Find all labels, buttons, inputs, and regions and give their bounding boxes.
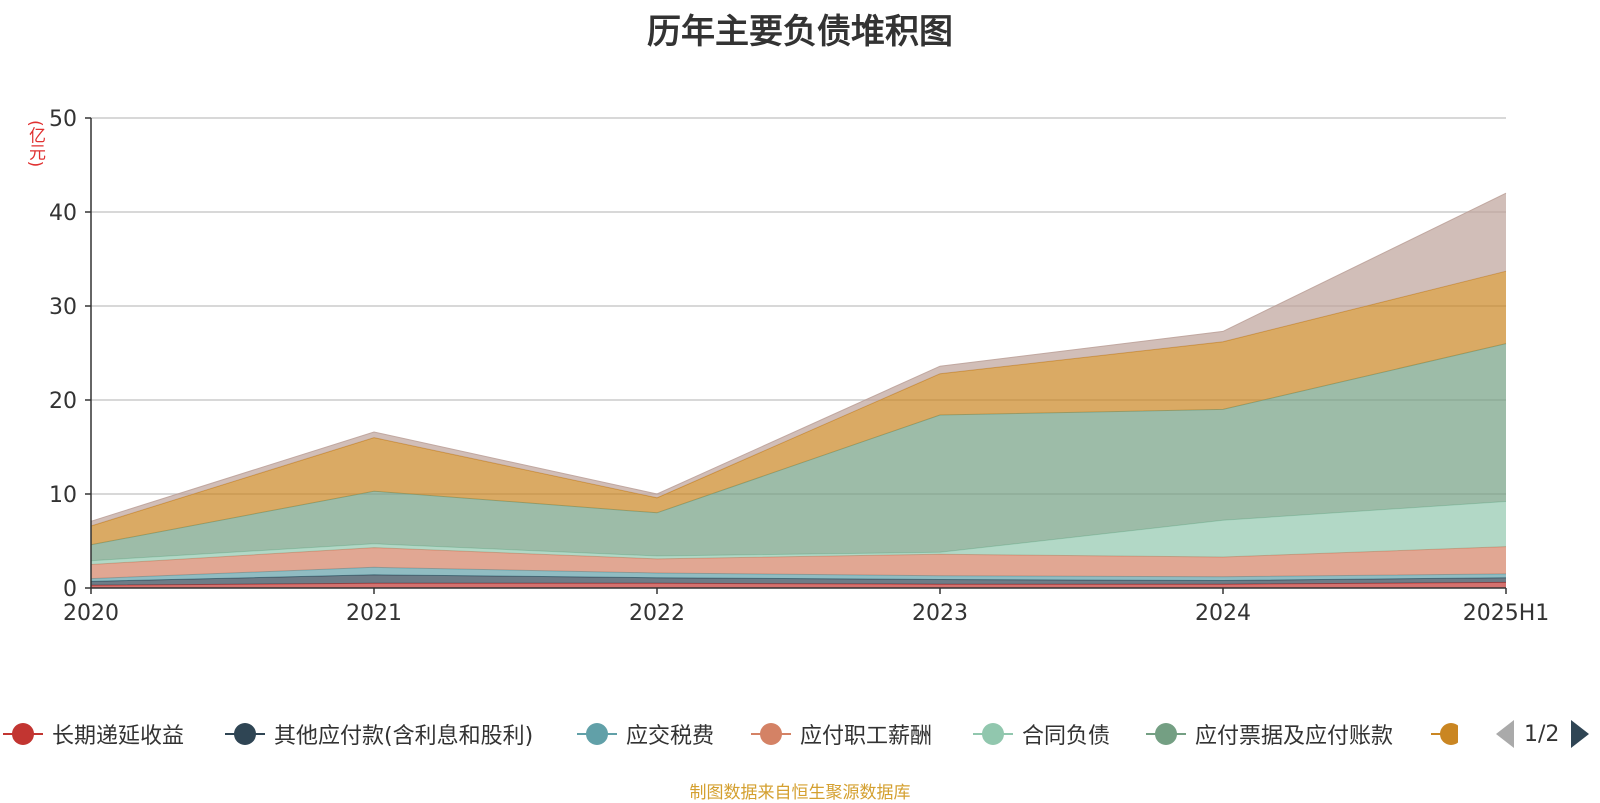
area-series-6[interactable] xyxy=(91,343,1506,561)
legend-item-7[interactable] xyxy=(1428,716,1458,752)
legend-pager: 1/2 xyxy=(1496,716,1590,752)
legend-label: 其他应付款(含利息和股利) xyxy=(274,724,534,749)
legend-marker-icon xyxy=(970,716,1016,752)
y-tick-label: 40 xyxy=(49,201,77,226)
x-tick-label: 2021 xyxy=(346,601,402,626)
source-note: 制图数据来自恒生聚源数据库 xyxy=(689,783,911,803)
legend-item-5[interactable]: 合同负债 xyxy=(970,716,1110,752)
legend-label: 应付职工薪酬 xyxy=(800,724,933,749)
chart-title: 历年主要负债堆积图 xyxy=(647,12,953,52)
y-tick-label: 10 xyxy=(49,483,77,508)
x-tick-label: 2022 xyxy=(629,601,685,626)
legend-label: 长期递延收益 xyxy=(52,724,185,749)
legend-item-4[interactable]: 应付职工薪酬 xyxy=(748,716,932,752)
legend-label: 应付票据及应付账款 xyxy=(1195,724,1394,749)
x-tick-label: 2023 xyxy=(912,601,968,626)
legend-page-indicator: 1/2 xyxy=(1524,721,1560,747)
legend-marker-icon xyxy=(748,716,794,752)
y-axis-unit-label: (亿元) xyxy=(25,120,45,168)
area-series-4[interactable] xyxy=(91,546,1506,579)
legend-marker-icon xyxy=(1428,716,1458,752)
area-series-5[interactable] xyxy=(91,501,1506,565)
legend-prev-page-arrow-icon[interactable] xyxy=(1496,720,1514,748)
x-tick-label: 2025H1 xyxy=(1463,601,1550,626)
area-series-7[interactable] xyxy=(91,271,1506,545)
tick-labels: 0 10 20 30 40 50 2020 2021 2022 2023 2024 2025H1 xyxy=(49,107,1549,626)
legend-marker-icon xyxy=(574,716,620,752)
area-series-1[interactable] xyxy=(91,582,1506,588)
legend-item-3[interactable]: 应交税费 xyxy=(574,716,714,752)
y-tick-label: 50 xyxy=(49,107,77,132)
area-series-3[interactable] xyxy=(91,567,1506,582)
area-series xyxy=(90,192,1507,588)
legend-marker-icon xyxy=(0,716,46,752)
legend-marker-icon xyxy=(222,716,268,752)
y-tick-label: 30 xyxy=(49,295,77,320)
legend-label: 合同负债 xyxy=(1022,724,1111,749)
legend-item-1[interactable]: 长期递延收益 xyxy=(0,716,184,752)
area-series-8-line xyxy=(90,192,1507,522)
x-tick-label: 2020 xyxy=(63,601,119,626)
legend: 长期递延收益 其他应付款(含利息和股利) 应交税费 应付职工薪酬 合同负债 应付票据及应付… xyxy=(0,716,1600,756)
legend-next-page-arrow-icon[interactable] xyxy=(1571,720,1590,748)
axes xyxy=(85,117,1507,594)
legend-marker-icon xyxy=(1143,716,1189,752)
legend-label: 应交税费 xyxy=(626,724,715,749)
stacked-area-chart: 0 10 20 30 40 50 2020 2021 2022 2023 2024 2025H1 xyxy=(49,107,1549,626)
legend-item-2[interactable]: 其他应付款(含利息和股利) xyxy=(222,716,533,752)
y-tick-label: 20 xyxy=(49,389,77,414)
area-series-2[interactable] xyxy=(91,574,1506,586)
x-tick-label: 2024 xyxy=(1195,601,1251,626)
legend-item-6[interactable]: 应付票据及应付账款 xyxy=(1143,716,1393,752)
y-tick-label: 0 xyxy=(63,577,77,602)
